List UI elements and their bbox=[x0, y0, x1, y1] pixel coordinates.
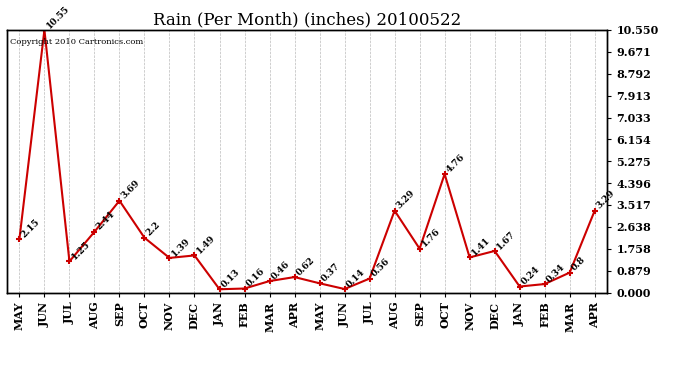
Title: Rain (Per Month) (inches) 20100522: Rain (Per Month) (inches) 20100522 bbox=[153, 12, 461, 28]
Text: 0.37: 0.37 bbox=[319, 261, 342, 283]
Text: 3.69: 3.69 bbox=[119, 178, 141, 201]
Text: Copyright 2010 Cartronics.com: Copyright 2010 Cartronics.com bbox=[10, 38, 143, 46]
Text: 0.56: 0.56 bbox=[370, 256, 391, 279]
Text: 3.29: 3.29 bbox=[395, 189, 417, 211]
Text: 0.8: 0.8 bbox=[570, 255, 587, 273]
Text: 0.13: 0.13 bbox=[219, 267, 242, 289]
Text: 1.49: 1.49 bbox=[195, 233, 217, 255]
Text: 0.62: 0.62 bbox=[295, 255, 317, 277]
Text: 2.44: 2.44 bbox=[95, 210, 117, 232]
Text: 0.46: 0.46 bbox=[270, 259, 291, 281]
Text: 0.16: 0.16 bbox=[244, 267, 266, 288]
Text: 1.67: 1.67 bbox=[495, 229, 517, 251]
Text: 1.41: 1.41 bbox=[470, 236, 492, 257]
Text: 2.2: 2.2 bbox=[144, 220, 162, 238]
Text: 10.55: 10.55 bbox=[44, 4, 71, 30]
Text: 2.15: 2.15 bbox=[19, 217, 41, 239]
Text: 4.76: 4.76 bbox=[444, 152, 466, 174]
Text: 1.76: 1.76 bbox=[420, 226, 442, 249]
Text: 0.24: 0.24 bbox=[520, 265, 542, 286]
Text: 1.39: 1.39 bbox=[170, 236, 192, 258]
Text: 0.34: 0.34 bbox=[544, 262, 566, 284]
Text: 0.14: 0.14 bbox=[344, 267, 366, 289]
Text: 3.29: 3.29 bbox=[595, 189, 617, 211]
Text: 1.25: 1.25 bbox=[70, 239, 92, 261]
